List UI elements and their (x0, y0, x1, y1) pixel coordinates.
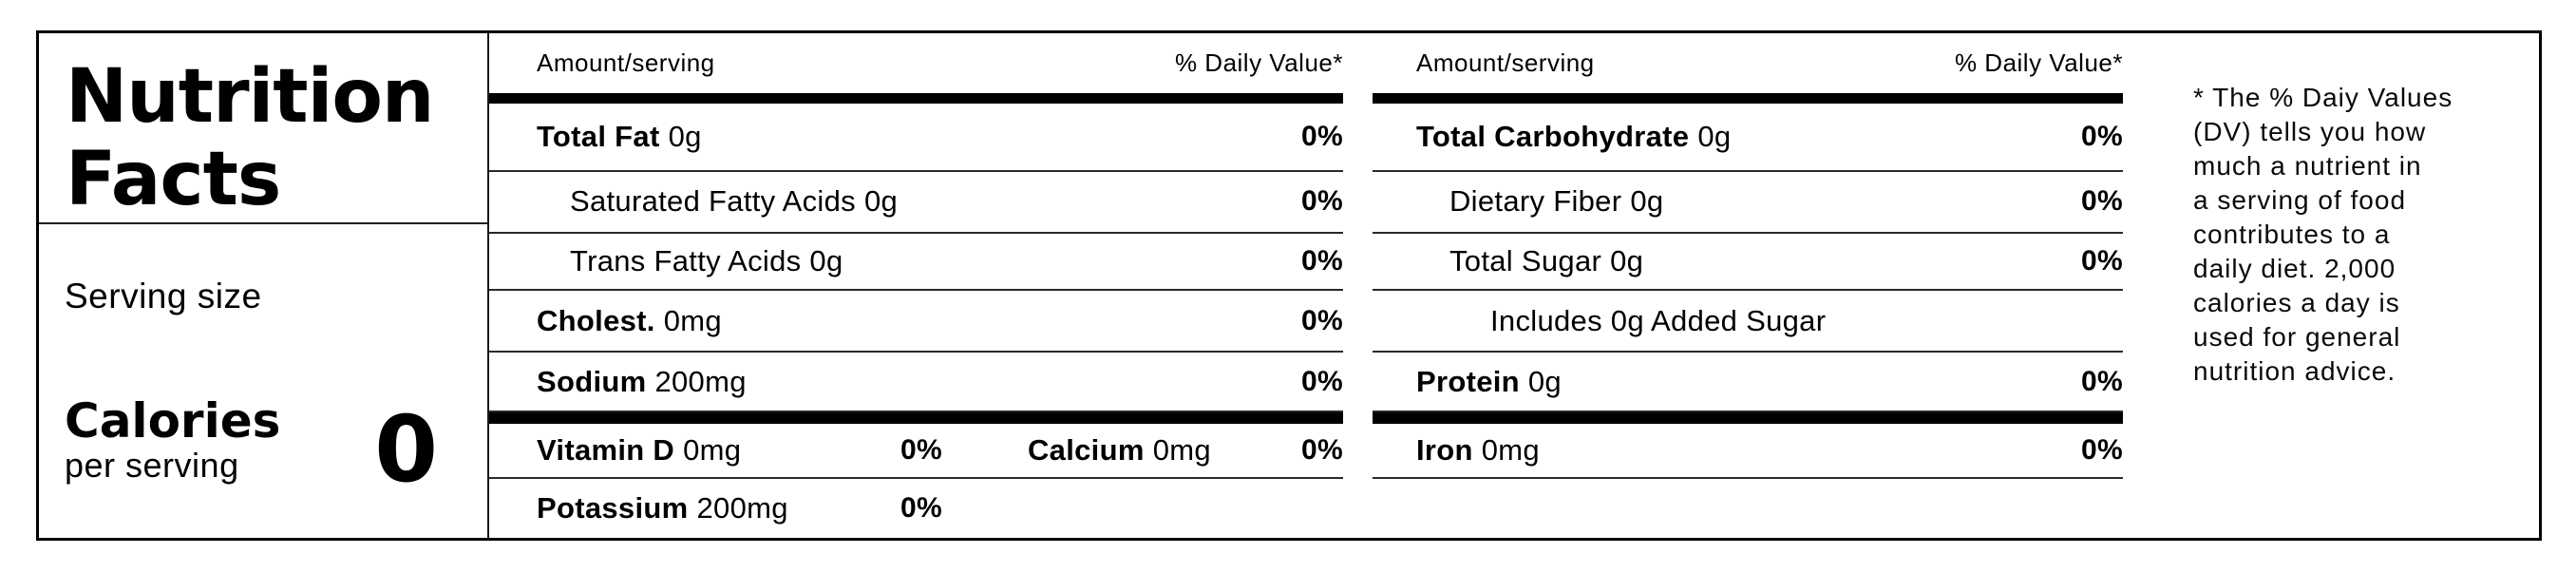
nutrient-name: Includes 0g Added Sugar (1490, 303, 1827, 337)
calories-label: Calories (65, 393, 281, 449)
thick-rule (489, 412, 1343, 425)
nutrient-name: Iron (1416, 432, 1473, 467)
calories-sublabel: per serving (65, 446, 239, 485)
nutrient-row-cholesterol: Cholest. 0mg 0% (489, 291, 1343, 353)
nutrient-daily-value: 0% (2081, 120, 2123, 152)
nutrient-name: Dietary Fiber (1449, 184, 1622, 219)
micronutrient-row-vitamin-d-calcium: Vitamin D 0mg 0% Calcium 0mg 0% (489, 424, 1343, 479)
column-bottom-spacer (1373, 479, 2123, 538)
nutrient-daily-value: 0% (2081, 365, 2123, 397)
nutrient-name: Potassium (537, 490, 689, 525)
micronutrient-cell: Vitamin D 0mg 0% (489, 433, 942, 468)
nutrient-daily-value: 0% (1301, 245, 1343, 277)
column2-header: Amount/serving % Daily Value* (1373, 33, 2123, 93)
nutrient-amount: 0g (809, 244, 843, 278)
nutrient-daily-value: 0% (900, 433, 942, 466)
nutrient-name: Sodium (537, 364, 647, 398)
nutrient-amount: 0g (863, 184, 899, 219)
micronutrient-cell: Calcium 0mg 0% (942, 433, 1343, 468)
nutrient-row-trans-fat: Trans Fatty Acids 0g 0% (489, 234, 1343, 292)
nutrient-amount: 0g (1610, 244, 1644, 278)
nutrient-name: Vitamin D (537, 432, 675, 467)
nutrient-daily-value: 0% (2081, 245, 2123, 277)
nutrient-column-2: Amount/serving % Daily Value* Total Carb… (1373, 33, 2123, 538)
nutrient-row-dietary-fiber: Dietary Fiber 0g 0% (1373, 172, 2123, 234)
label-title: Nutrition Facts (66, 54, 434, 222)
thick-rule (1373, 412, 2123, 425)
nutrient-amount: 0g (668, 119, 702, 153)
nutrient-daily-value: 0% (2081, 433, 2123, 466)
nutrient-row-sodium: Sodium 200mg 0% (489, 353, 1343, 413)
nutrient-amount: 0g (1527, 364, 1562, 398)
nutrient-name: Calcium (1028, 432, 1145, 467)
nutrient-daily-value: 0% (1301, 120, 1343, 152)
nutrient-row-total-fat: Total Fat 0g 0% (489, 104, 1343, 172)
nutrient-row-protein: Protein 0g 0% (1373, 353, 2123, 413)
nutrient-daily-value: 0% (1301, 304, 1343, 336)
left-panel: Nutrition Facts Serving size Calories pe… (39, 33, 489, 538)
nutrient-amount: 0g (1697, 119, 1732, 153)
nutrient-daily-value: 0% (1301, 365, 1343, 397)
serving-size-label: Serving size (65, 277, 262, 315)
nutrient-row-added-sugar: Includes 0g Added Sugar (1373, 291, 2123, 353)
nutrient-amount: 0mg (663, 303, 722, 337)
daily-value-footnote: * The % Daiy Values (DV) tells you how m… (2193, 83, 2453, 386)
nutrient-row-total-carbohydrate: Total Carbohydrate 0g 0% (1373, 104, 2123, 172)
nutrient-name: Trans Fatty Acids (570, 244, 802, 278)
nutrient-column-1: Amount/serving % Daily Value* Total Fat … (489, 33, 1343, 538)
nutrient-daily-value: 0% (2081, 185, 2123, 218)
nutrient-daily-value: 0% (1301, 433, 1343, 466)
nutrient-amount: 200mg (654, 364, 747, 398)
nutrient-row-saturated-fat: Saturated Fatty Acids 0g 0% (489, 172, 1343, 234)
thick-rule (489, 93, 1343, 105)
amount-per-serving-header: Amount/serving (537, 48, 715, 78)
nutrient-daily-value: 0% (1301, 185, 1343, 218)
nutrient-amount: 0mg (1481, 432, 1540, 467)
nutrient-name: Total Carbohydrate (1416, 119, 1690, 153)
micronutrient-row-iron: Iron 0mg 0% (1373, 424, 2123, 479)
nutrient-amount: 200mg (696, 490, 788, 525)
nutrient-amount: 0mg (683, 432, 742, 467)
calories-value: 0 (374, 396, 438, 503)
title-divider (39, 222, 487, 224)
nutrient-daily-value: 0% (900, 491, 942, 524)
nutrient-name: Cholest. (537, 303, 655, 337)
daily-value-header: % Daily Value* (1954, 48, 2123, 78)
micronutrient-row-potassium: Potassium 200mg 0% (489, 479, 1343, 538)
amount-per-serving-header: Amount/serving (1416, 48, 1595, 78)
thick-rule (1373, 93, 2123, 105)
nutrient-name: Protein (1416, 364, 1520, 398)
nutrient-name: Total Sugar (1449, 244, 1602, 278)
daily-value-header: % Daily Value* (1174, 48, 1343, 78)
nutrient-name: Saturated Fatty Acids (570, 184, 856, 219)
column1-header: Amount/serving % Daily Value* (489, 33, 1343, 93)
nutrient-amount: 0mg (1152, 432, 1211, 467)
micronutrient-cell: Potassium 200mg 0% (489, 491, 942, 525)
nutrient-row-total-sugar: Total Sugar 0g 0% (1373, 234, 2123, 292)
nutrition-facts-label: Nutrition Facts Serving size Calories pe… (36, 30, 2542, 541)
nutrient-amount: 0g (1630, 184, 1664, 219)
nutrient-name: Total Fat (537, 119, 660, 153)
